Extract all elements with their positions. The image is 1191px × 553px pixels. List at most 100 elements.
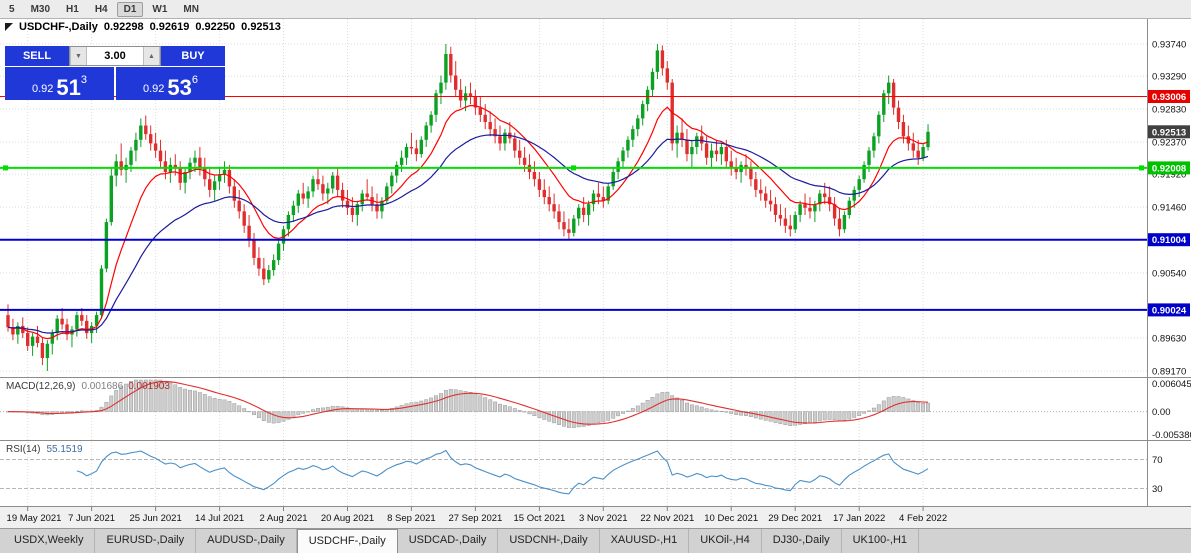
tab-usdcad-daily[interactable]: USDCAD-,Daily	[398, 529, 499, 553]
timeframe-button-w1[interactable]: W1	[152, 3, 168, 15]
timeframe-button-h1[interactable]: H1	[66, 3, 79, 15]
ohlc-low: 0.92250	[195, 21, 236, 33]
chart-symbol-label: USDCHF-,Daily	[19, 21, 98, 33]
price-axis: 0.93740 0.93290 0.92830 0.92370 0.91920 0.914…	[1152, 40, 1191, 496]
svg-text:10 Dec 2021: 10 Dec 2021	[704, 513, 758, 524]
volume-input[interactable]: 3.00	[104, 50, 126, 62]
svg-text:22 Nov 2021: 22 Nov 2021	[640, 513, 694, 524]
svg-text:0.89630: 0.89630	[1152, 334, 1186, 345]
one-click-top-row: SELL ▼ 3.00 ▲ BUY	[5, 46, 225, 66]
svg-text:19 May 2021: 19 May 2021	[7, 513, 62, 524]
rsi-name: RSI(14)	[6, 444, 41, 455]
macd-label: MACD(12,26,9) 0.001686 0.001903	[6, 381, 170, 392]
triangle-up-icon: ▲	[148, 52, 155, 60]
svg-text:17 Jan 2022: 17 Jan 2022	[833, 513, 885, 524]
price-badge-0.92513: 0.92513	[1148, 125, 1190, 139]
tab-usdx-weekly[interactable]: USDX,Weekly	[3, 529, 96, 553]
svg-text:2 Aug 2021: 2 Aug 2021	[259, 513, 307, 524]
svg-text:0.92008: 0.92008	[1152, 163, 1186, 174]
macd-main-value: 0.001686	[81, 381, 124, 392]
sell-button[interactable]: SELL	[5, 46, 69, 66]
timeframe-button-m30[interactable]: M30	[30, 3, 51, 15]
price-badge-0.91004: 0.91004	[1148, 233, 1190, 247]
chart-tabs: USDX,Weekly EURUSD-,Daily AUDUSD-,Daily USD…	[0, 528, 1191, 553]
timeframe-button-5[interactable]: 5	[9, 3, 15, 15]
macd-signal-line	[7, 380, 929, 425]
ask-price-panel[interactable]: 0.92 53 6	[116, 67, 225, 100]
svg-text:29 Dec 2021: 29 Dec 2021	[768, 513, 822, 524]
svg-text:27 Sep 2021: 27 Sep 2021	[448, 513, 502, 524]
bid-price-big-digits: 51	[56, 75, 81, 100]
price-chart-svg: 0.937400.932900.928300.923700.919200.914…	[0, 19, 1191, 528]
macd-name: MACD(12,26,9)	[6, 381, 76, 392]
svg-text:0.92513: 0.92513	[1152, 127, 1186, 138]
timeframe-button-d1[interactable]: D1	[116, 1, 144, 17]
svg-text:0.92370: 0.92370	[1152, 138, 1186, 149]
tab-usdchf-daily[interactable]: USDCHF-,Daily	[296, 529, 398, 553]
svg-text:0.90540: 0.90540	[1152, 268, 1186, 279]
chart-ohlc-header: USDCHF-,Daily 0.92298 0.92619 0.92250 0.…	[5, 21, 281, 33]
tab-eurusd-daily[interactable]: EURUSD-,Daily	[95, 529, 197, 553]
one-click-price-row: 0.92 51 3 0.92 53 6	[5, 67, 225, 100]
volume-control: ▼ 3.00 ▲	[69, 46, 161, 66]
ask-price-big-digits: 53	[167, 75, 192, 100]
price-badge-0.92008: 0.92008	[1148, 161, 1190, 175]
svg-text:3 Nov 2021: 3 Nov 2021	[579, 513, 628, 524]
timeframe-button-mn[interactable]: MN	[183, 3, 199, 15]
macd-signal-value: 0.001903	[128, 381, 170, 392]
price-badge-0.93006: 0.93006	[1148, 90, 1190, 103]
tab-xauusd-h1[interactable]: XAUUSD-,H1	[600, 529, 690, 553]
svg-text:20 Aug 2021: 20 Aug 2021	[321, 513, 374, 524]
ma-slow-line	[7, 134, 929, 334]
ohlc-open: 0.92298	[103, 21, 144, 33]
rsi-line	[76, 449, 929, 495]
volume-increase-button[interactable]: ▲	[143, 47, 160, 65]
tab-audusd-daily[interactable]: AUDUSD-,Daily	[196, 529, 297, 553]
one-click-toggle-icon[interactable]	[5, 23, 13, 31]
tab-dj30-daily[interactable]: DJ30-,Daily	[762, 529, 842, 553]
svg-text:70: 70	[1152, 455, 1163, 466]
bid-price-pip-digit: 3	[80, 74, 88, 86]
svg-text:0.90024: 0.90024	[1152, 305, 1187, 316]
ask-price-prefix: 0.92	[142, 83, 165, 95]
svg-text:0.91460: 0.91460	[1152, 203, 1186, 214]
svg-text:7 Jun 2021: 7 Jun 2021	[68, 513, 115, 524]
bid-price-prefix: 0.92	[31, 83, 54, 95]
svg-text:8 Sep 2021: 8 Sep 2021	[387, 513, 436, 524]
ma-fast-line	[7, 104, 929, 340]
chart-area[interactable]: 0.93740 0.93290 0.92830 0.92370 0.91920 0.914…	[0, 19, 1191, 528]
volume-decrease-button[interactable]: ▼	[70, 47, 87, 65]
tab-ukoil-h4[interactable]: UKOil-,H4	[689, 529, 762, 553]
svg-text:0.93740: 0.93740	[1152, 40, 1186, 51]
svg-text:4 Feb 2022: 4 Feb 2022	[899, 513, 947, 524]
svg-text:14 Jul 2021: 14 Jul 2021	[195, 513, 244, 524]
one-click-trading-widget: SELL ▼ 3.00 ▲ BUY 0.92 51 3 0.92 53 6	[5, 46, 225, 100]
ohlc-high: 0.92619	[149, 21, 190, 33]
svg-text:0.89170: 0.89170	[1152, 367, 1186, 378]
svg-text:0.91004: 0.91004	[1152, 235, 1187, 246]
bid-price-panel[interactable]: 0.92 51 3	[5, 67, 114, 100]
timeframe-toolbar: 5 M30 H1 H4 D1 W1 MN	[0, 0, 1191, 19]
rsi-label: RSI(14) 55.1519	[6, 444, 83, 455]
ask-price-pip-digit: 6	[191, 74, 199, 86]
svg-text:15 Oct 2021: 15 Oct 2021	[514, 513, 566, 524]
buy-button[interactable]: BUY	[161, 46, 225, 66]
tab-usdcnh-daily[interactable]: USDCNH-,Daily	[498, 529, 600, 553]
svg-text:0.91920: 0.91920	[1152, 170, 1186, 181]
price-badge-0.90024: 0.90024	[1148, 303, 1190, 317]
rsi-value: 55.1519	[46, 444, 83, 455]
svg-text:25 Jun 2021: 25 Jun 2021	[129, 513, 181, 524]
svg-text:0.006045: 0.006045	[1152, 379, 1191, 390]
triangle-down-icon: ▼	[75, 52, 82, 60]
timeframe-button-h4[interactable]: H4	[94, 3, 108, 15]
hline-0.92008[interactable]	[0, 165, 1147, 171]
svg-text:0.93290: 0.93290	[1152, 72, 1186, 83]
ohlc-close: 0.92513	[241, 21, 281, 33]
svg-text:0.93006: 0.93006	[1152, 92, 1186, 103]
svg-text:0.92830: 0.92830	[1152, 105, 1186, 116]
tab-uk100-h1[interactable]: UK100-,H1	[842, 529, 920, 553]
svg-text:-0.005380: -0.005380	[1152, 430, 1191, 441]
date-axis: 19 May 2021 7 Jun 2021 25 Jun 2021 14 Jul 2…	[7, 507, 947, 524]
svg-text:0.00: 0.00	[1152, 407, 1171, 418]
